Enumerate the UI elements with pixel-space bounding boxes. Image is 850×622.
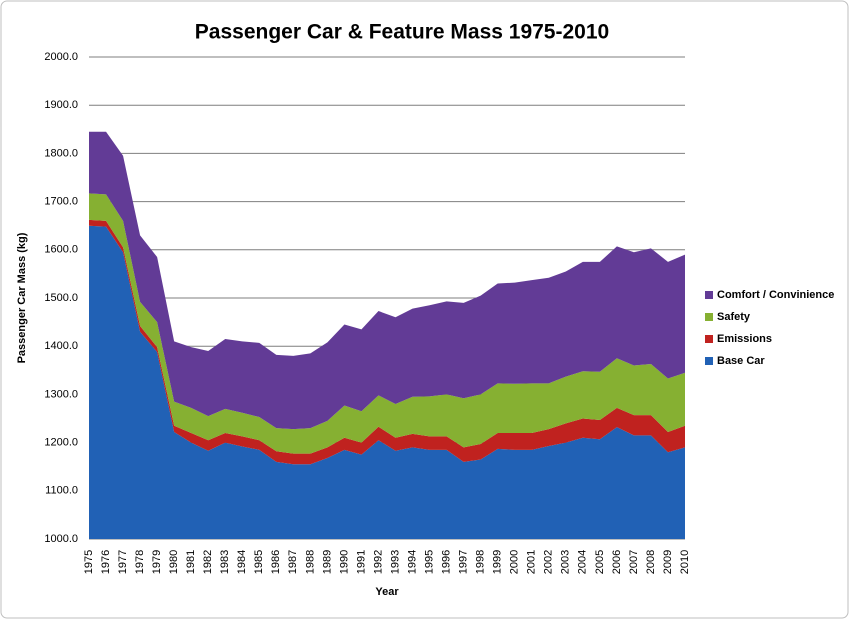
- y-tick-label: 1100.0: [45, 485, 78, 497]
- y-tick-label: 1600.0: [44, 244, 78, 256]
- legend-swatch: [705, 335, 713, 343]
- y-tick-label: 1400.0: [44, 340, 78, 352]
- x-tick-label: 2004: [577, 550, 589, 574]
- x-tick-label: 1975: [83, 550, 95, 574]
- x-tick-label: 2009: [662, 550, 674, 574]
- x-tick-label: 2002: [543, 550, 555, 574]
- x-tick-label: 1983: [219, 550, 231, 574]
- legend-label: Base Car: [717, 355, 765, 367]
- x-tick-label: 1979: [151, 550, 163, 574]
- x-tick-label: 1991: [355, 550, 367, 574]
- x-tick-label: 2008: [645, 550, 657, 574]
- x-axis-title: Year: [375, 586, 399, 598]
- area: [89, 225, 685, 539]
- legend-label: Emissions: [717, 333, 772, 345]
- x-tick-label: 2003: [560, 550, 572, 574]
- x-tick-label: 1990: [338, 550, 350, 574]
- x-tick-label: 2001: [526, 550, 538, 574]
- x-tick-label: 1993: [389, 550, 401, 574]
- x-tick-label: 1997: [458, 550, 470, 574]
- x-tick-label: 1989: [321, 550, 333, 574]
- area: [89, 193, 685, 454]
- x-tick-label: 1994: [406, 550, 418, 574]
- x-tick-label: 2005: [594, 550, 606, 574]
- x-tick-label: 1996: [441, 550, 453, 574]
- y-tick-label: 1300.0: [44, 388, 78, 400]
- x-tick-label: 1976: [100, 550, 112, 574]
- y-tick-label: 1900.0: [44, 99, 78, 111]
- chart-title: Passenger Car & Feature Mass 1975-2010: [195, 21, 609, 44]
- y-tick-label: 1800.0: [44, 147, 78, 159]
- x-tick-label: 1980: [168, 550, 180, 574]
- legend-swatch: [705, 357, 713, 365]
- y-tick-label: 1000.0: [44, 533, 78, 545]
- plot-area: [89, 131, 685, 539]
- x-tick-label: 1992: [372, 550, 384, 574]
- legend-swatch: [705, 313, 713, 321]
- legend-swatch: [705, 291, 713, 299]
- y-tick-label: 1500.0: [44, 292, 78, 304]
- legend-label: Safety: [717, 311, 751, 323]
- legend-label: Comfort / Convinience: [717, 289, 834, 301]
- area: [89, 131, 685, 430]
- x-tick-label: 1986: [270, 550, 282, 574]
- x-tick-label: 1998: [475, 550, 487, 574]
- x-tick-label: 1981: [185, 550, 197, 574]
- x-tick-label: 1987: [287, 550, 299, 574]
- x-tick-label: 1988: [304, 550, 316, 574]
- x-tick-label: 1985: [253, 550, 265, 574]
- x-tick-label: 2007: [628, 550, 640, 574]
- x-tick-label: 1978: [134, 550, 146, 574]
- x-tick-label: 1982: [202, 550, 214, 574]
- x-tick-label: 1984: [236, 550, 248, 574]
- x-tick-label: 1999: [492, 550, 504, 574]
- y-tick-label: 1200.0: [44, 437, 78, 449]
- y-tick-label: 2000.0: [44, 51, 78, 63]
- y-axis-title: Passenger Car Mass (kg): [16, 232, 28, 363]
- labels: 1000.0 1100.0 1200.0 1300.0 1400.0 1500.0 1600…: [44, 51, 834, 574]
- x-tick-label: 2010: [679, 550, 691, 574]
- y-tick-label: 1700.0: [44, 196, 78, 208]
- x-tick-label: 2000: [509, 550, 521, 574]
- x-tick-label: 1977: [117, 550, 129, 574]
- x-tick-label: 2006: [611, 550, 623, 574]
- x-tick-label: 1995: [423, 550, 435, 574]
